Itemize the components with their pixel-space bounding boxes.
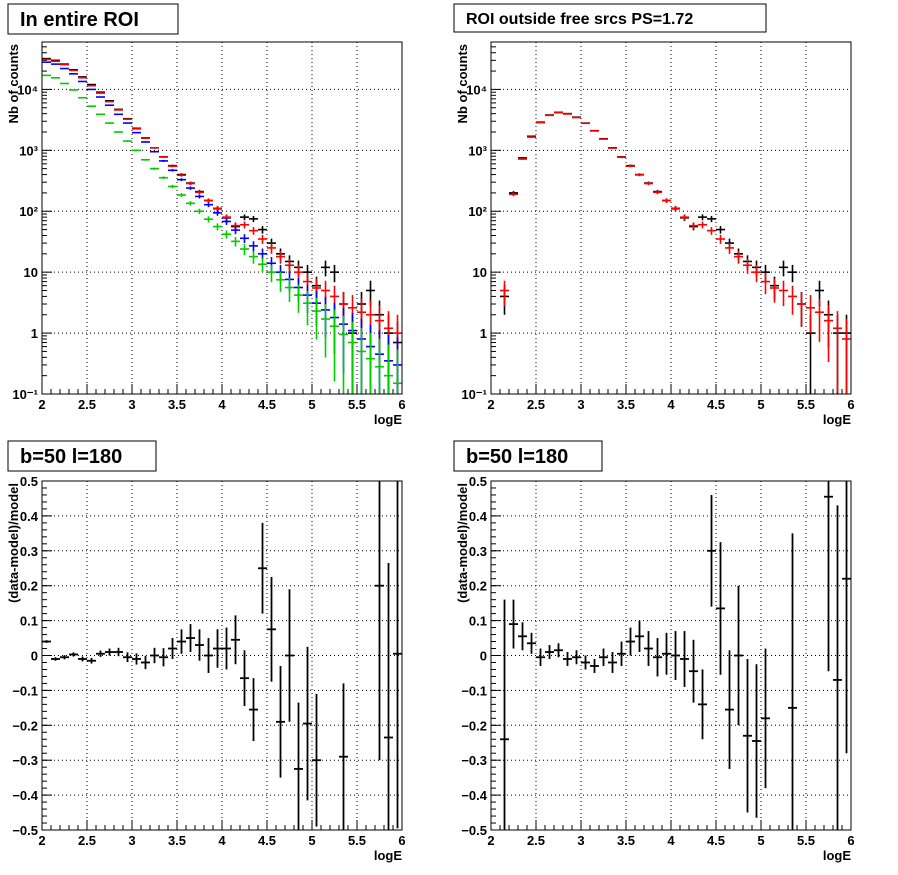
chart-panel-4: 2 2.5 3 3.5 4 4.5 5 5.5 6 −0.5 −0.4 −0.3 −0.2 −0.1 0 0.… bbox=[453, 440, 855, 863]
y-tick-label: −0.2 bbox=[461, 718, 487, 733]
title-box bbox=[7, 440, 157, 472]
x-tick-label: 3 bbox=[577, 833, 584, 848]
x-tick-label: 4.5 bbox=[707, 397, 725, 412]
y-tick-label: 0.5 bbox=[20, 474, 38, 489]
y-axis-label: Nb of counts bbox=[6, 44, 21, 123]
y-tick-label: 10³ bbox=[19, 143, 38, 158]
chart-panel-2: 2 2.5 3 3.5 4 4.5 5 5.5 6 10⁻¹ 1 10 10² 10³ 10⁴ logE Nb … bbox=[453, 3, 855, 427]
y-axis-label: (data-model)/model bbox=[455, 483, 470, 603]
y-tick-label: 0.2 bbox=[20, 579, 38, 594]
y-tick-label: −0.2 bbox=[12, 718, 38, 733]
y-tick-label: 10² bbox=[19, 204, 38, 219]
y-tick-label: 0.1 bbox=[20, 614, 38, 629]
x-tick-label: 3.5 bbox=[617, 397, 635, 412]
x-tick-label: 5.5 bbox=[348, 833, 366, 848]
chart-panel-1: 2 2.5 3 3.5 4 4.5 5 5.5 6 10⁻¹ 1 10 10² 10³ 10⁴ logE Nb … bbox=[6, 3, 406, 427]
y-tick-label: −0.1 bbox=[12, 683, 38, 698]
y-tick-label: 10² bbox=[468, 204, 487, 219]
y-tick-label: 10⁴ bbox=[17, 82, 38, 97]
plot-frame bbox=[41, 480, 403, 831]
y-tick-label: 0 bbox=[31, 649, 38, 664]
x-axis-label: logE bbox=[823, 412, 851, 427]
x-tick-label: 2.5 bbox=[78, 833, 96, 848]
y-tick-label: 0 bbox=[480, 649, 487, 664]
y-axis-label: Nb of counts bbox=[455, 44, 470, 123]
y-tick-label: 1 bbox=[480, 326, 487, 341]
y-tick-label: −0.4 bbox=[12, 788, 38, 803]
y-tick-label: −0.3 bbox=[461, 753, 487, 768]
y-tick-label: 0.4 bbox=[20, 509, 39, 524]
y-tick-label: 0.2 bbox=[469, 579, 487, 594]
x-tick-label: 3.5 bbox=[168, 833, 186, 848]
x-tick-label: 6 bbox=[847, 397, 854, 412]
x-axis-label: logE bbox=[374, 412, 402, 427]
x-tick-label: 2.5 bbox=[527, 833, 545, 848]
x-tick-label: 5 bbox=[308, 833, 315, 848]
x-tick-label: 3 bbox=[128, 397, 135, 412]
data-layer bbox=[500, 111, 851, 394]
y-tick-label: −0.4 bbox=[461, 788, 487, 803]
x-tick-label: 5 bbox=[308, 397, 315, 412]
data-layer bbox=[42, 481, 402, 830]
y-tick-label: 10³ bbox=[468, 143, 487, 158]
y-tick-label: −0.5 bbox=[12, 823, 38, 838]
x-axis-label: logE bbox=[374, 848, 402, 863]
y-tick-label: 10 bbox=[473, 265, 487, 280]
x-tick-label: 5 bbox=[757, 397, 764, 412]
data-layer bbox=[42, 57, 402, 394]
x-tick-label: 4 bbox=[667, 833, 675, 848]
x-tick-label: 3 bbox=[128, 833, 135, 848]
chart-panel-3: 2 2.5 3 3.5 4 4.5 5 5.5 6 −0.5 −0.4 −0.3 −0.2 −0.1 0 0.… bbox=[6, 440, 406, 863]
data-layer bbox=[500, 481, 851, 830]
x-tick-label: 4.5 bbox=[258, 833, 276, 848]
y-tick-label: 0.3 bbox=[20, 544, 38, 559]
title-box bbox=[7, 3, 179, 35]
x-tick-label: 6 bbox=[398, 833, 405, 848]
x-tick-label: 4.5 bbox=[258, 397, 276, 412]
title-box bbox=[453, 3, 767, 33]
y-tick-label: −0.3 bbox=[12, 753, 38, 768]
x-tick-label: 6 bbox=[847, 833, 854, 848]
chart-title: b=50 l=180 bbox=[466, 446, 568, 468]
x-tick-label: 6 bbox=[398, 397, 405, 412]
x-tick-label: 2 bbox=[487, 397, 494, 412]
y-tick-label: 0.5 bbox=[469, 474, 487, 489]
x-tick-label: 3.5 bbox=[168, 397, 186, 412]
y-axis-label: (data-model)/model bbox=[6, 483, 21, 603]
y-tick-label: 10 bbox=[24, 265, 38, 280]
x-tick-label: 2 bbox=[487, 833, 494, 848]
chart-title: In entire ROI bbox=[20, 9, 139, 31]
y-tick-label: −0.1 bbox=[461, 683, 487, 698]
x-tick-label: 5.5 bbox=[348, 397, 366, 412]
x-tick-label: 4 bbox=[218, 833, 226, 848]
y-tick-label: −0.5 bbox=[461, 823, 487, 838]
x-axis-label: logE bbox=[823, 848, 851, 863]
chart-title: ROI outside free srcs PS=1.72 bbox=[466, 11, 693, 28]
x-tick-label: 4 bbox=[218, 397, 226, 412]
y-tick-label: 1 bbox=[31, 326, 38, 341]
x-tick-label: 2 bbox=[38, 397, 45, 412]
y-tick-label: 10⁻¹ bbox=[461, 387, 487, 402]
x-tick-label: 2.5 bbox=[527, 397, 545, 412]
y-tick-label: 0.3 bbox=[469, 544, 487, 559]
chart-title: b=50 l=180 bbox=[20, 446, 122, 468]
x-tick-label: 4.5 bbox=[707, 833, 725, 848]
x-tick-label: 2 bbox=[38, 833, 45, 848]
title-box bbox=[453, 440, 603, 472]
plot-frame bbox=[490, 480, 852, 831]
y-tick-label: 10⁻¹ bbox=[12, 387, 38, 402]
x-tick-label: 5.5 bbox=[797, 397, 815, 412]
y-tick-label: 10⁴ bbox=[466, 82, 487, 97]
x-tick-label: 5.5 bbox=[797, 833, 815, 848]
plot-frame bbox=[41, 41, 403, 395]
x-tick-label: 3 bbox=[577, 397, 584, 412]
y-tick-label: 0.1 bbox=[469, 614, 487, 629]
y-tick-label: 0.4 bbox=[469, 509, 488, 524]
x-tick-label: 3.5 bbox=[617, 833, 635, 848]
x-tick-label: 5 bbox=[757, 833, 764, 848]
plot-frame bbox=[490, 41, 852, 395]
x-tick-label: 2.5 bbox=[78, 397, 96, 412]
x-tick-label: 4 bbox=[667, 397, 675, 412]
